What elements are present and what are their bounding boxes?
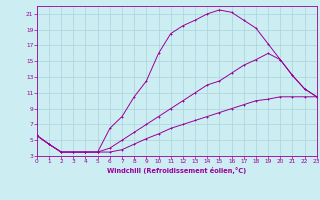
X-axis label: Windchill (Refroidissement éolien,°C): Windchill (Refroidissement éolien,°C) <box>107 167 246 174</box>
